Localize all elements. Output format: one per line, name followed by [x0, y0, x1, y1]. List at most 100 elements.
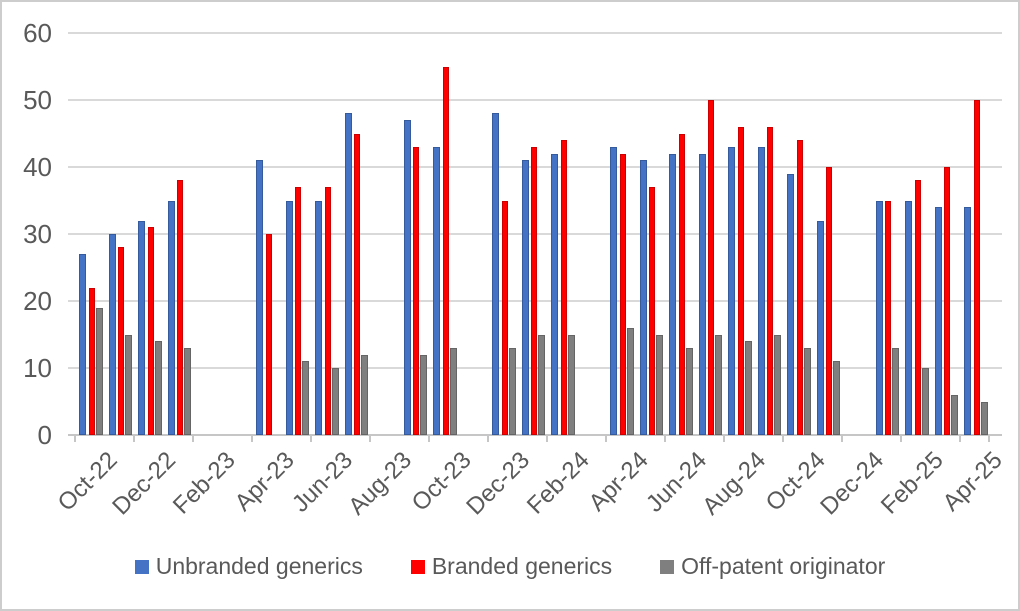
bar-unbranded-generics-jan-23: [167, 200, 175, 435]
bar-off-patent-originator-aug-24: [744, 341, 752, 435]
y-axis-label-60: 60: [23, 18, 52, 48]
bar-branded-generics-jan-23: [177, 180, 183, 435]
legend-label-unbranded-generics: Unbranded generics: [155, 553, 363, 579]
x-axis-tick: [251, 436, 253, 442]
bar-unbranded-generics-aug-24: [728, 146, 735, 435]
x-axis-tick: [782, 436, 784, 442]
bar-off-patent-originator-jul-24: [715, 334, 722, 435]
legend-item-off-patent-originator: Off-patent originator: [660, 555, 885, 578]
bar-branded-generics-feb-24: [560, 140, 567, 435]
bar-unbranded-generics-jun-23: [315, 200, 322, 435]
bar-branded-generics-dec-22: [147, 227, 154, 435]
bar-off-patent-originator-apr-25: [980, 401, 988, 435]
bar-off-patent-originator-feb-24: [567, 334, 575, 435]
legend-label-branded-generics: Branded generics: [431, 553, 613, 579]
bar-unbranded-generics-sep-24: [757, 146, 765, 435]
x-axis-label-aug-23: Aug-23: [343, 446, 418, 521]
x-axis-line: [68, 434, 1002, 436]
bar-off-patent-originator-oct-23: [449, 347, 457, 435]
bar-branded-generics-jul-23: [354, 133, 360, 435]
y-axis-label-20: 20: [23, 286, 52, 316]
bar-branded-generics-apr-23: [265, 234, 272, 435]
chart-legend: Unbranded generics Branded generics Off-pa…: [2, 555, 1018, 578]
x-axis-tick: [723, 436, 725, 442]
bar-branded-generics-sep-24: [767, 126, 773, 435]
bar-off-patent-originator-may-24: [656, 334, 663, 435]
bar-off-patent-originator-oct-24: [803, 347, 811, 435]
bar-off-patent-originator-dec-22: [154, 341, 162, 435]
bar-off-patent-originator-oct-22: [95, 307, 103, 435]
x-axis-label-apr-25: Apr-25: [937, 446, 1008, 517]
bar-unbranded-generics-oct-24: [787, 173, 794, 435]
bar-branded-generics-nov-22: [118, 247, 124, 435]
gridline-60: [68, 32, 1002, 34]
bar-unbranded-generics-jul-23: [344, 113, 352, 435]
bar-branded-generics-jul-24: [708, 100, 714, 435]
x-axis-label-feb-24: Feb-24: [521, 446, 595, 520]
bar-off-patent-originator-feb-25: [921, 368, 929, 435]
bar-unbranded-generics-jan-24: [521, 160, 529, 435]
x-axis-tick: [841, 436, 843, 442]
x-axis-tick: [133, 436, 135, 442]
bar-off-patent-originator-jun-23: [331, 368, 339, 435]
legend-swatch-branded-generics: [410, 559, 425, 574]
bar-unbranded-generics-may-24: [639, 160, 647, 435]
y-axis-label-0: 0: [37, 420, 52, 450]
x-axis-label-dec-24: Dec-24: [815, 446, 890, 521]
bar-off-patent-originator-apr-24: [626, 327, 634, 435]
x-axis-tick: [369, 436, 371, 442]
bar-unbranded-generics-sep-23: [403, 120, 411, 435]
legend-label-off-patent-originator: Off-patent originator: [681, 553, 886, 579]
bar-branded-generics-feb-25: [914, 180, 921, 435]
bar-unbranded-generics-apr-25: [964, 207, 971, 435]
x-axis-tick: [664, 436, 666, 442]
y-axis-label-10: 10: [23, 353, 52, 383]
bar-branded-generics-nov-24: [826, 167, 832, 435]
x-axis-tick: [487, 436, 489, 442]
bar-branded-generics-may-23: [295, 187, 301, 435]
bar-unbranded-generics-oct-23: [433, 146, 440, 435]
bar-off-patent-originator-dec-23: [508, 347, 516, 435]
legend-item-branded-generics: Branded generics: [410, 553, 613, 579]
bar-branded-generics-dec-23: [501, 200, 508, 435]
bar-branded-generics-oct-23: [442, 66, 449, 435]
bar-off-patent-originator-nov-22: [125, 334, 132, 435]
legend-swatch-unbranded-generics: [134, 559, 149, 574]
bar-off-patent-originator-sep-23: [420, 354, 427, 435]
bar-off-patent-originator-jun-24: [685, 347, 693, 435]
bar-branded-generics-aug-24: [737, 126, 744, 435]
bar-branded-generics-jan-25: [885, 200, 891, 435]
bar-unbranded-generics-feb-24: [551, 153, 558, 435]
bar-unbranded-generics-nov-22: [108, 234, 116, 435]
x-axis-label-feb-25: Feb-25: [875, 446, 949, 520]
x-axis-label-aug-24: Aug-24: [697, 446, 772, 521]
bar-unbranded-generics-apr-24: [610, 146, 617, 435]
x-axis-label-jun-23: Jun-23: [287, 446, 359, 518]
bar-branded-generics-apr-25: [973, 100, 980, 435]
bar-branded-generics-may-24: [649, 187, 655, 435]
y-axis-label-40: 40: [23, 152, 52, 182]
bar-branded-generics-jan-24: [531, 146, 537, 435]
bar-off-patent-originator-nov-24: [833, 361, 840, 435]
bar-branded-generics-oct-24: [796, 140, 803, 435]
x-axis-tick: [988, 436, 990, 442]
bar-unbranded-generics-mar-25: [934, 207, 942, 435]
x-axis-tick: [546, 436, 548, 442]
y-axis-label-50: 50: [23, 85, 52, 115]
bar-off-patent-originator-jan-23: [184, 347, 191, 435]
y-axis-label-30: 30: [23, 219, 52, 249]
x-axis-label-jun-24: Jun-24: [641, 446, 713, 518]
bar-unbranded-generics-dec-23: [492, 113, 499, 435]
x-axis-label-apr-23: Apr-23: [229, 446, 300, 517]
bar-off-patent-originator-mar-25: [951, 394, 958, 435]
gridline-50: [68, 99, 1002, 101]
bar-off-patent-originator-may-23: [302, 361, 309, 435]
x-axis-tick: [192, 436, 194, 442]
bar-unbranded-generics-feb-25: [905, 200, 912, 435]
x-axis-tick: [310, 436, 312, 442]
bar-branded-generics-apr-24: [619, 153, 626, 435]
bar-unbranded-generics-jun-24: [669, 153, 676, 435]
bar-unbranded-generics-jan-25: [875, 200, 883, 435]
x-axis-tick: [900, 436, 902, 442]
